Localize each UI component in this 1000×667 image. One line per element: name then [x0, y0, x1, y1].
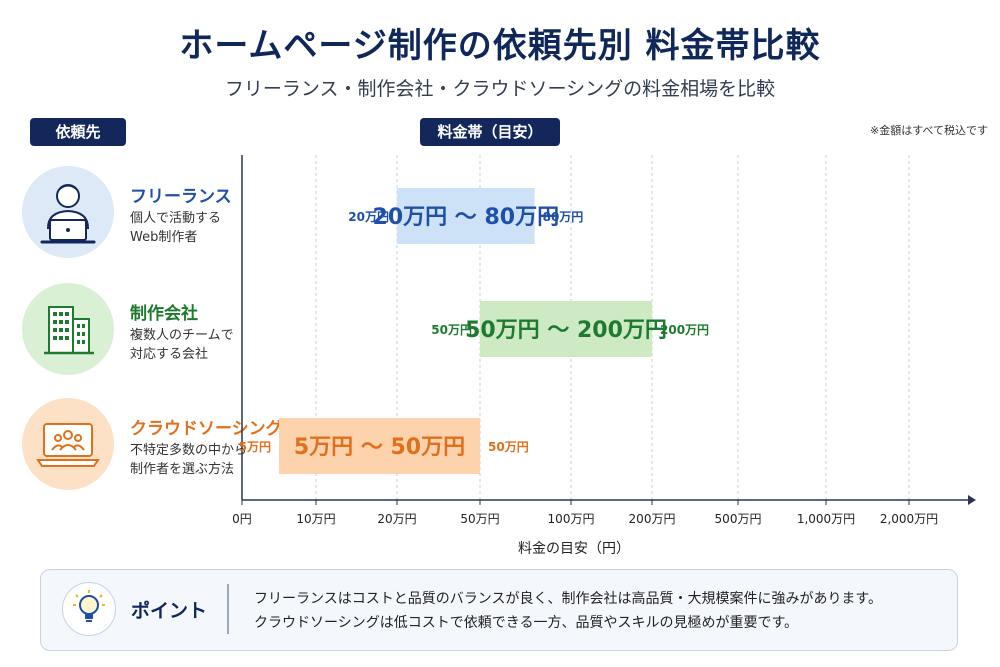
bar-label: 50万円 ～ 200万円	[465, 318, 667, 343]
low-value-label: 50万円	[431, 323, 472, 337]
page-title: ホームページ制作の依頼先別 料金帯比較	[179, 26, 821, 66]
provider-column-header: 依頼先	[30, 118, 126, 146]
provider-desc-crowdsourcing: 不特定多数の中から 制作者を選ぶ方法	[130, 443, 248, 477]
provider-desc-freelance: 個人で活動する Web制作者	[130, 211, 222, 245]
laptop-group-icon	[22, 398, 114, 490]
high-value-label: 200万円	[660, 323, 709, 337]
range-bar	[480, 301, 652, 357]
x-tick-label: 1,000万円	[797, 512, 855, 526]
lightbulb-icon	[62, 582, 116, 636]
point-line-2: クラウドソーシングは低コストで依頼できる一方、品質やスキルの見極めが重要です。	[254, 615, 799, 631]
page-subtitle: フリーランス・制作会社・クラウドソーシングの料金相場を比較	[224, 78, 776, 100]
x-axis-label: 料金の目安（円）	[518, 541, 630, 557]
bar-label: 20万円 ～ 80万円	[373, 205, 560, 230]
point-divider	[227, 584, 229, 634]
high-value-label: 50万円	[488, 440, 529, 454]
range-bar	[279, 418, 480, 474]
price-column-header: 料金帯（目安）	[420, 118, 560, 146]
provider-desc-company: 複数人のチームで 対応する会社	[130, 328, 234, 362]
point-line-1: フリーランスはコストと品質のバランスが良く、制作会社は高品質・大規模案件に強みが…	[254, 591, 883, 607]
tax-note: ※金額はすべて税込です	[869, 124, 988, 137]
bar-label: 5万円 ～ 50万円	[294, 435, 465, 460]
x-tick-label: 100万円	[548, 512, 595, 526]
office-building-icon	[22, 283, 114, 375]
range-bar	[397, 188, 535, 244]
low-value-label: 20万円	[348, 210, 389, 224]
x-tick-label: 500万円	[715, 512, 762, 526]
high-value-label: 80万円	[543, 210, 584, 224]
provider-name-crowdsourcing: クラウドソーシング	[130, 419, 283, 439]
provider-name-freelance: フリーランス	[130, 187, 232, 207]
x-tick-label: 50万円	[460, 512, 499, 526]
x-tick-label: 0円	[232, 512, 252, 526]
point-label: ポイント	[131, 600, 208, 622]
x-tick-label: 20万円	[377, 512, 416, 526]
point-text: フリーランスはコストと品質のバランスが良く、制作会社は高品質・大規模案件に強みが…	[254, 587, 882, 635]
provider-name-company: 制作会社	[130, 304, 198, 324]
x-tick-label: 2,000万円	[880, 512, 938, 526]
low-value-label: 5万円	[239, 440, 271, 454]
x-axis-arrow	[968, 495, 976, 505]
point-panel	[40, 569, 958, 651]
freelancer-laptop-person-icon	[22, 166, 114, 258]
x-tick-label: 200万円	[629, 512, 676, 526]
x-tick-label: 10万円	[296, 512, 335, 526]
